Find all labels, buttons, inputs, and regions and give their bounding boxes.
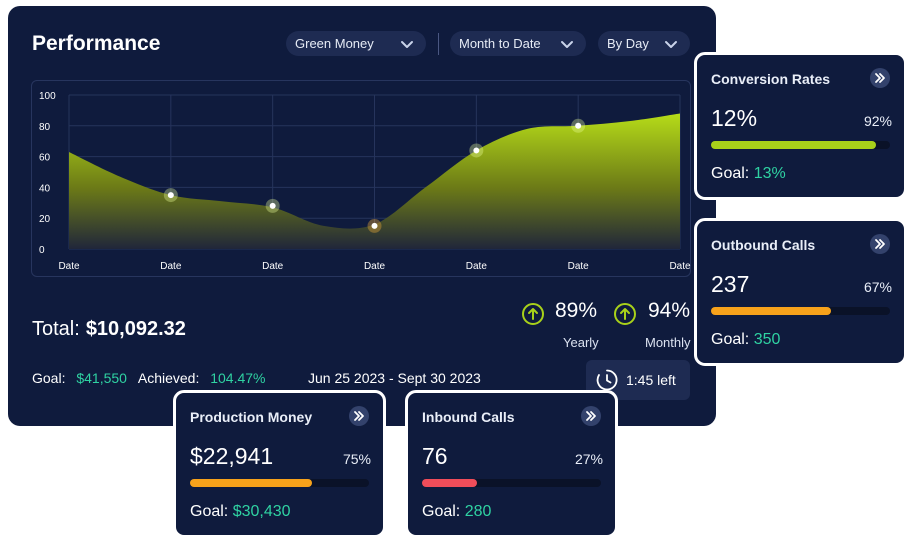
granularity-dropdown[interactable]: By Day	[598, 31, 690, 56]
card-percent: 92%	[863, 113, 892, 129]
y-tick-label: 40	[39, 183, 51, 194]
dropdown-value: By Day	[607, 36, 649, 51]
x-tick-label: Date	[160, 261, 182, 272]
metric-dropdown[interactable]: Green Money	[286, 31, 426, 56]
performance-panel: Performance Green Money Month to Date By…	[8, 6, 716, 426]
card-value: 76	[422, 443, 448, 469]
monthly-label: Monthly	[645, 335, 691, 350]
date-range: Jun 25 2023 - Sept 30 2023	[308, 370, 481, 386]
area-chart: 0 20 40 60 80 100 Date Date Date Date Date Date Date	[39, 91, 691, 272]
goal-label: Goal:	[422, 503, 461, 520]
x-tick-label: Date	[58, 261, 80, 272]
y-tick-label: 0	[39, 245, 45, 256]
y-tick-label: 20	[39, 214, 51, 225]
outbound-calls-card[interactable]: Outbound Calls 237 67% Goal: 350	[694, 218, 907, 366]
card-goal: Goal: $30,430	[190, 503, 291, 521]
chevron-down-icon	[665, 41, 677, 48]
more-button[interactable]	[349, 406, 369, 426]
double-chevron-right-icon	[586, 411, 596, 421]
x-tick-label: Date	[364, 261, 386, 272]
area-series	[69, 113, 680, 249]
divider	[438, 33, 439, 55]
goal-label: Goal:	[711, 165, 750, 182]
inbound-calls-card[interactable]: Inbound Calls 76 27% Goal: 280	[405, 390, 618, 538]
progress-track	[190, 479, 369, 487]
progress-fill	[422, 479, 478, 487]
goal-value: $41,550	[76, 370, 127, 386]
page-title: Performance	[32, 32, 161, 55]
data-point	[575, 122, 582, 129]
progress-fill	[711, 141, 876, 149]
x-tick-label: Date	[262, 261, 284, 272]
card-percent: 27%	[574, 451, 603, 467]
dropdown-value: Month to Date	[459, 36, 541, 51]
card-title: Production Money	[190, 409, 313, 425]
card-percent: 75%	[342, 451, 371, 467]
achieved-label: Achieved:	[137, 370, 200, 386]
goal-label: Goal:	[190, 503, 229, 520]
card-value: $22,941	[190, 443, 274, 469]
goal-value: 350	[753, 331, 781, 348]
conversion-rates-card[interactable]: Conversion Rates 12% 92% Goal: 13%	[694, 52, 907, 200]
yearly-label: Yearly	[563, 335, 599, 350]
progress-track	[422, 479, 601, 487]
card-goal: Goal: 350	[711, 331, 780, 349]
double-chevron-right-icon	[875, 73, 885, 83]
progress-fill	[711, 307, 831, 315]
data-point	[473, 147, 480, 154]
chevron-down-icon	[561, 41, 573, 48]
card-goal: Goal: 280	[422, 503, 491, 521]
x-tick-label: Date	[568, 261, 590, 272]
card-goal: Goal: 13%	[711, 165, 786, 183]
performance-chart: 0 20 40 60 80 100 Date Date Date Date Date Date Date	[31, 80, 691, 277]
data-point	[269, 202, 276, 209]
monthly-pct: 94%	[648, 299, 691, 322]
data-point	[167, 192, 174, 199]
total-label: Total:	[32, 318, 80, 340]
total: Total: $10,092.32	[32, 318, 186, 341]
production-money-card[interactable]: Production Money $22,941 75% Goal: $30,4…	[173, 390, 386, 538]
more-button[interactable]	[870, 68, 890, 88]
goal-value: $30,430	[232, 503, 291, 520]
goal-label: Goal:	[711, 331, 750, 348]
yearly-pct: 89%	[555, 299, 598, 322]
card-percent: 67%	[863, 279, 892, 295]
goal-value: 13%	[753, 165, 786, 182]
card-title: Outbound Calls	[711, 237, 816, 253]
card-value: 237	[711, 271, 750, 297]
more-button[interactable]	[581, 406, 601, 426]
goal-value: 280	[464, 503, 492, 520]
progress-fill	[190, 479, 312, 487]
card-title: Inbound Calls	[422, 409, 515, 425]
arrow-up-circle-icon	[614, 303, 636, 325]
achieved-value: 104.47%	[210, 370, 266, 386]
card-title: Conversion Rates	[711, 71, 831, 87]
y-tick-label: 80	[39, 122, 51, 133]
total-value: $10,092.32	[85, 318, 186, 340]
y-tick-label: 60	[39, 153, 51, 164]
card-value: 12%	[711, 105, 758, 131]
dropdown-value: Green Money	[295, 36, 374, 51]
chevron-down-icon	[401, 41, 413, 48]
x-tick-label: Date	[466, 261, 488, 272]
x-tick-label: Date	[669, 261, 691, 272]
progress-track	[711, 141, 890, 149]
clock-icon	[596, 369, 618, 391]
goal-summary: Goal: $41,550 Achieved: 104.47%	[32, 370, 266, 386]
progress-track	[711, 307, 890, 315]
arrow-up-circle-icon	[522, 303, 544, 325]
time-left-label: 1:45 left	[626, 372, 676, 388]
double-chevron-right-icon	[875, 239, 885, 249]
goal-label: Goal:	[32, 370, 66, 386]
data-point	[371, 222, 378, 229]
double-chevron-right-icon	[354, 411, 364, 421]
y-tick-label: 100	[39, 91, 56, 102]
period-dropdown[interactable]: Month to Date	[450, 31, 586, 56]
more-button[interactable]	[870, 234, 890, 254]
